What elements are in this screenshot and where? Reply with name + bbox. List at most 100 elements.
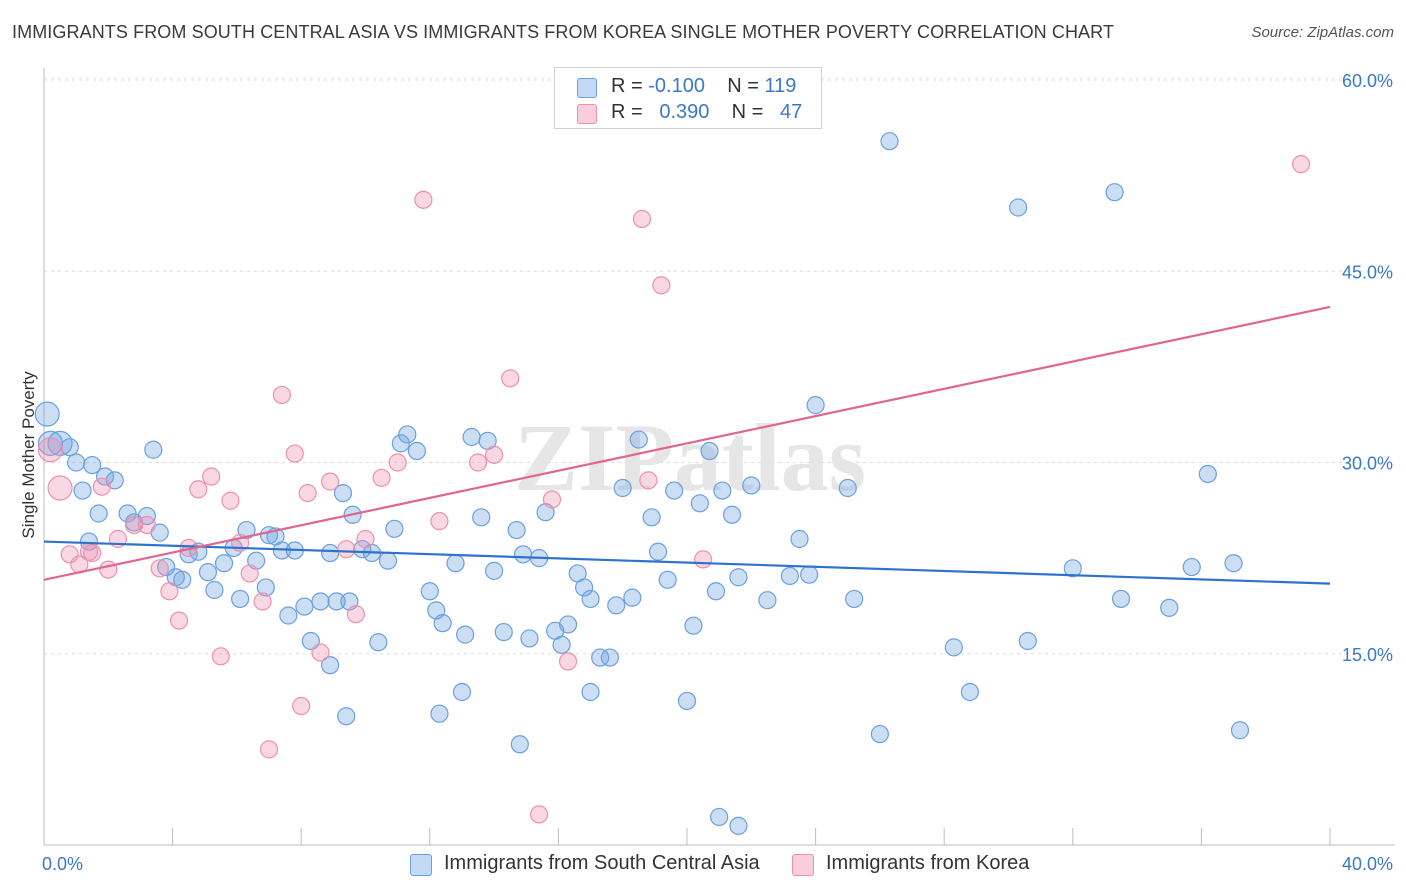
- data-point: [1198, 464, 1217, 484]
- data-point: [684, 616, 703, 635]
- data-point: [253, 592, 272, 611]
- data-point: [1160, 598, 1179, 617]
- data-point: [407, 441, 427, 461]
- data-point: [205, 580, 224, 600]
- data-point: [311, 592, 330, 611]
- data-point: [581, 682, 600, 702]
- data-point: [485, 561, 504, 580]
- bottom-legend-swatch-pink: [792, 854, 814, 876]
- data-point: [378, 551, 398, 570]
- data-point: [83, 455, 102, 475]
- data-point: [456, 625, 475, 644]
- data-point: [710, 807, 729, 827]
- data-point: [385, 519, 404, 538]
- y-tick-label: 60.0%: [1342, 71, 1393, 91]
- trend-line-korea: [43, 305, 1331, 581]
- data-point: [137, 515, 156, 535]
- x-tick-label-max: 40.0%: [1342, 854, 1393, 874]
- data-point: [1018, 631, 1037, 651]
- data-point: [623, 588, 642, 607]
- data-point: [150, 559, 169, 578]
- data-point: [722, 505, 742, 524]
- data-point: [729, 816, 748, 835]
- data-point: [430, 704, 449, 723]
- data-point: [420, 582, 439, 601]
- data-point: [321, 543, 340, 563]
- bottom-legend-swatch-blue: [410, 854, 432, 876]
- data-point: [510, 735, 529, 754]
- data-point: [1111, 589, 1131, 609]
- chart-title: IMMIGRANTS FROM SOUTH CENTRAL ASIA VS IM…: [12, 22, 1115, 42]
- data-point: [298, 484, 317, 503]
- data-point: [95, 467, 115, 486]
- data-point: [452, 682, 472, 702]
- legend-r-label: R =: [611, 101, 643, 123]
- data-point: [838, 478, 857, 498]
- data-point: [198, 563, 218, 582]
- data-point: [99, 560, 118, 579]
- data-point: [430, 512, 449, 531]
- data-point: [398, 425, 417, 444]
- legend-n-label: N =: [727, 75, 759, 97]
- data-point: [960, 682, 980, 702]
- bottom-legend-label-pink: Immigrants from Korea: [826, 852, 1030, 874]
- data-point: [591, 648, 610, 667]
- data-point: [372, 468, 391, 487]
- data-point: [944, 638, 963, 657]
- data-point: [800, 565, 819, 584]
- x-tick-label-min: 0.0%: [42, 854, 83, 874]
- data-point: [700, 441, 719, 461]
- data-point: [1230, 721, 1250, 740]
- legend-swatch-pink: [577, 104, 597, 124]
- data-point: [677, 691, 697, 711]
- data-point: [1224, 554, 1243, 573]
- data-point: [37, 430, 64, 456]
- data-point: [118, 504, 137, 523]
- data-point: [89, 504, 108, 523]
- data-point: [552, 635, 571, 654]
- data-point: [658, 570, 677, 589]
- chart-source: Source: ZipAtlas.com: [1251, 24, 1394, 41]
- data-point: [542, 490, 562, 509]
- data-point: [690, 494, 709, 513]
- legend-stats-blue: R = -0.100 N = 119: [611, 75, 796, 98]
- data-point: [742, 476, 761, 495]
- data-point: [37, 437, 64, 463]
- legend: R = -0.100 N = 119 R = 0.390 N = 47: [554, 67, 822, 129]
- data-point: [433, 614, 452, 633]
- data-point: [47, 475, 73, 501]
- data-point: [780, 566, 799, 586]
- data-point: [391, 434, 410, 453]
- data-point: [485, 445, 504, 464]
- data-point: [73, 481, 92, 500]
- y-tick-label: 15.0%: [1342, 645, 1393, 665]
- data-point: [353, 540, 372, 559]
- data-point: [652, 276, 671, 295]
- axes: [43, 68, 1395, 846]
- data-point: [295, 597, 314, 616]
- data-point: [729, 568, 748, 587]
- data-point: [790, 529, 809, 549]
- data-point: [706, 582, 726, 601]
- data-point: [34, 401, 60, 427]
- data-point: [333, 484, 353, 503]
- watermark: ZIPatlas: [514, 404, 866, 511]
- data-point: [202, 467, 221, 486]
- data-point: [558, 615, 578, 634]
- tick-labels: 15.0% 30.0% 45.0% 60.0% 0.0% 40.0%: [42, 71, 1393, 874]
- data-point: [231, 589, 250, 609]
- legend-n-value: 119: [764, 75, 797, 97]
- trend-line-south-central-asia: [43, 540, 1331, 585]
- data-point: [648, 542, 668, 561]
- data-point: [1182, 557, 1201, 577]
- bottom-legend-label-blue: Immigrants from South Central Asia: [444, 852, 760, 874]
- data-point: [1105, 183, 1124, 202]
- data-point: [1063, 559, 1082, 578]
- data-point: [632, 209, 652, 229]
- data-point: [292, 696, 311, 716]
- data-point: [321, 656, 340, 675]
- data-point: [1009, 198, 1028, 217]
- data-point: [173, 570, 192, 589]
- legend-stats-pink: R = 0.390 N = 47: [611, 101, 802, 124]
